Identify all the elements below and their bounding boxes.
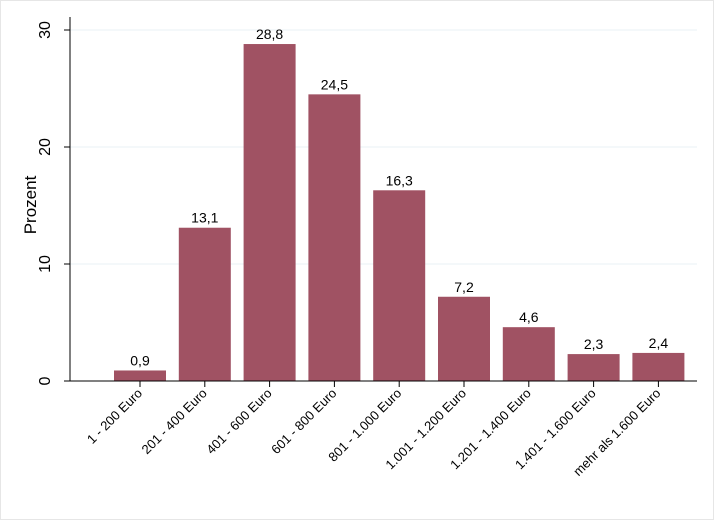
bars	[114, 44, 685, 381]
bar	[114, 370, 166, 381]
y-tick-label: 0	[37, 376, 54, 385]
bar-value-label: 2,4	[649, 335, 669, 351]
bar	[308, 94, 361, 381]
y-tick-label: 10	[37, 255, 54, 273]
bar-value-label: 28,8	[256, 26, 283, 42]
value-labels: 0,9 13,1 28,8 24,5 16,3 7,2 4,6 2,3 2,4	[130, 26, 668, 368]
bar	[178, 227, 231, 381]
bar-value-label: 4,6	[519, 309, 539, 325]
bar	[243, 44, 296, 381]
bar-value-label: 7,2	[454, 279, 474, 295]
y-tick-label: 30	[37, 21, 54, 39]
bar	[567, 354, 620, 381]
bar	[502, 327, 555, 381]
y-tick-label: 20	[37, 138, 54, 156]
bar-value-label: 24,5	[321, 76, 348, 92]
bar-value-label: 2,3	[584, 336, 604, 352]
y-axis: 0 10 20 30	[37, 17, 71, 385]
bar-value-label: 13,1	[191, 210, 218, 226]
bar	[438, 296, 490, 381]
bar	[373, 190, 426, 381]
bar-value-label: 16,3	[386, 172, 413, 188]
bar	[632, 352, 685, 381]
bar-value-label: 0,9	[130, 352, 150, 368]
y-axis-title: Prozent	[21, 175, 40, 234]
